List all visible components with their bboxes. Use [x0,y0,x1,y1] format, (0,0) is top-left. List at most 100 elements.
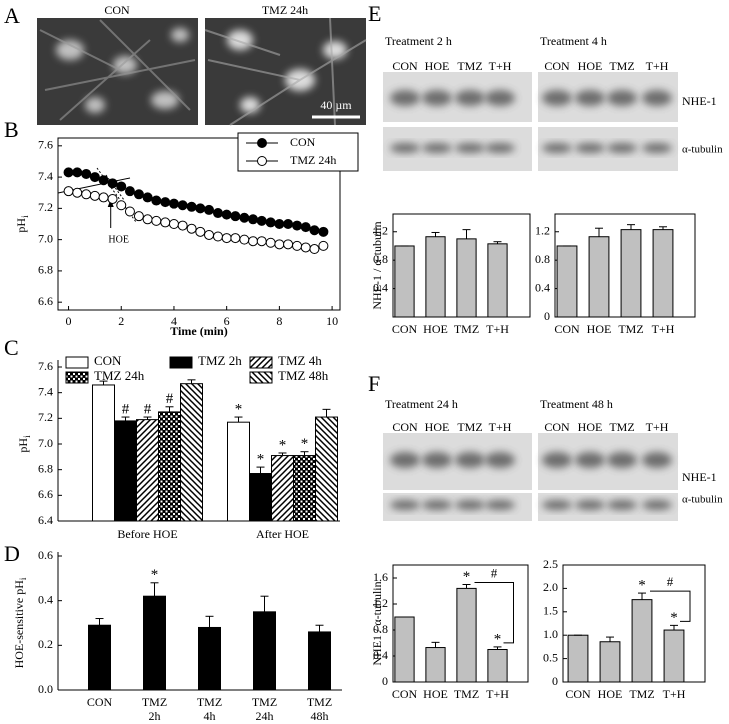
lane-label: T+H [646,420,669,434]
blot-band [422,452,452,468]
legend-marker [257,138,267,148]
bar [315,416,338,522]
data-point [195,226,206,237]
lane-label: TMZ [457,59,482,73]
lane-label: CON [544,59,570,73]
x-tick-label: 2 [118,314,124,328]
y-axis-label-text: NHE1 / α-tubulin [370,581,384,665]
y-axis-label: pHi [16,435,32,453]
significance-marker: * [235,401,243,417]
x-tick-label: 8 [276,314,282,328]
blot-band [607,143,637,153]
lane-label: T+H [489,59,512,73]
data-point [204,229,215,240]
band-label: NHE-1 [682,470,717,484]
data-point [89,172,100,183]
x-tick-label: 4h [204,709,216,723]
significance-marker: * [670,610,678,626]
x-tick-label: 4 [171,314,177,328]
significance-marker: # [122,401,130,417]
significance-marker: * [638,578,646,594]
legend-label: TMZ 24h [94,368,145,383]
y-tick-label: 6.8 [38,461,53,475]
y-axis-label: HOE-sensitive pHi [12,577,28,668]
blot-band [390,90,420,106]
y-axis-label: NHE-1 / α-tubulin [370,221,384,309]
lane-label: TMZ [609,59,634,73]
data-point [160,197,171,208]
panel-label: C [4,335,19,360]
data-point [256,215,267,226]
blot-band [422,143,452,153]
data-point [274,219,285,229]
blot-band [542,452,572,468]
x-tick-label: 2h [149,709,161,723]
micrograph-con [37,18,198,125]
bar [180,383,203,522]
data-point [160,217,171,228]
blot-band [607,500,637,510]
y-axis-label-sub: i [20,215,30,218]
bar [620,229,642,318]
x-tick-label: CON [87,695,113,709]
y-tick-label: 0.4 [38,592,53,606]
y-tick-label: 0.4 [535,280,550,294]
bar [293,455,316,522]
x-tick-label: TMZ [197,695,222,709]
bar [271,455,294,522]
data-point [204,204,215,215]
data-point [274,239,285,250]
x-tick-label: After HOE [256,527,309,541]
data-point [72,187,83,198]
data-point [107,178,118,189]
data-point [195,203,206,214]
data-point [309,244,320,255]
x-tick-label: HOE [423,687,448,701]
y-tick-label: 0 [544,309,550,323]
significance-marker: # [166,391,174,407]
x-axis-label: Time (min) [170,324,227,338]
y-tick-label: 1.2 [373,596,388,610]
bar [253,611,276,691]
band-label: NHE-1 [682,94,717,108]
x-tick-label: HOE [598,687,623,701]
lane-label: CON [392,59,418,73]
x-tick-label: TMZ [629,687,654,701]
legend-label: TMZ 24h [290,153,336,167]
bar [425,647,446,683]
tangent-line [105,174,125,201]
bar [227,421,250,522]
y-axis-label-text: NHE-1 / α-tubulin [370,221,384,309]
legend-swatch [249,371,273,384]
data-point [239,234,250,245]
data-point [168,219,179,229]
bar [143,595,166,691]
y-tick-label: 6.8 [38,263,53,277]
y-tick-label: 1.5 [543,604,558,618]
micrograph-title: CON [104,3,130,17]
blot-title: Treatment 24 h [385,397,458,411]
data-point [116,181,127,192]
data-point [133,211,144,222]
data-point [186,201,197,212]
bar [394,616,415,683]
blot-band [422,500,452,510]
bar [487,649,508,683]
x-tick-label: TMZ [454,687,479,701]
y-tick-label: 6.4 [38,513,53,527]
bar [249,473,272,522]
x-tick-label: T+H [652,322,675,336]
legend-swatch [169,356,193,369]
data-point [98,175,109,186]
bracket-label: # [491,565,498,580]
annotation: HOE [108,234,129,245]
data-point [72,167,83,178]
lane-label: CON [392,420,418,434]
blot-band [575,452,605,468]
legend-label: TMZ 48h [278,368,329,383]
bar [631,599,653,683]
bar [456,587,477,683]
legend-swatch [65,356,89,369]
y-tick-label: 7.6 [38,138,53,152]
